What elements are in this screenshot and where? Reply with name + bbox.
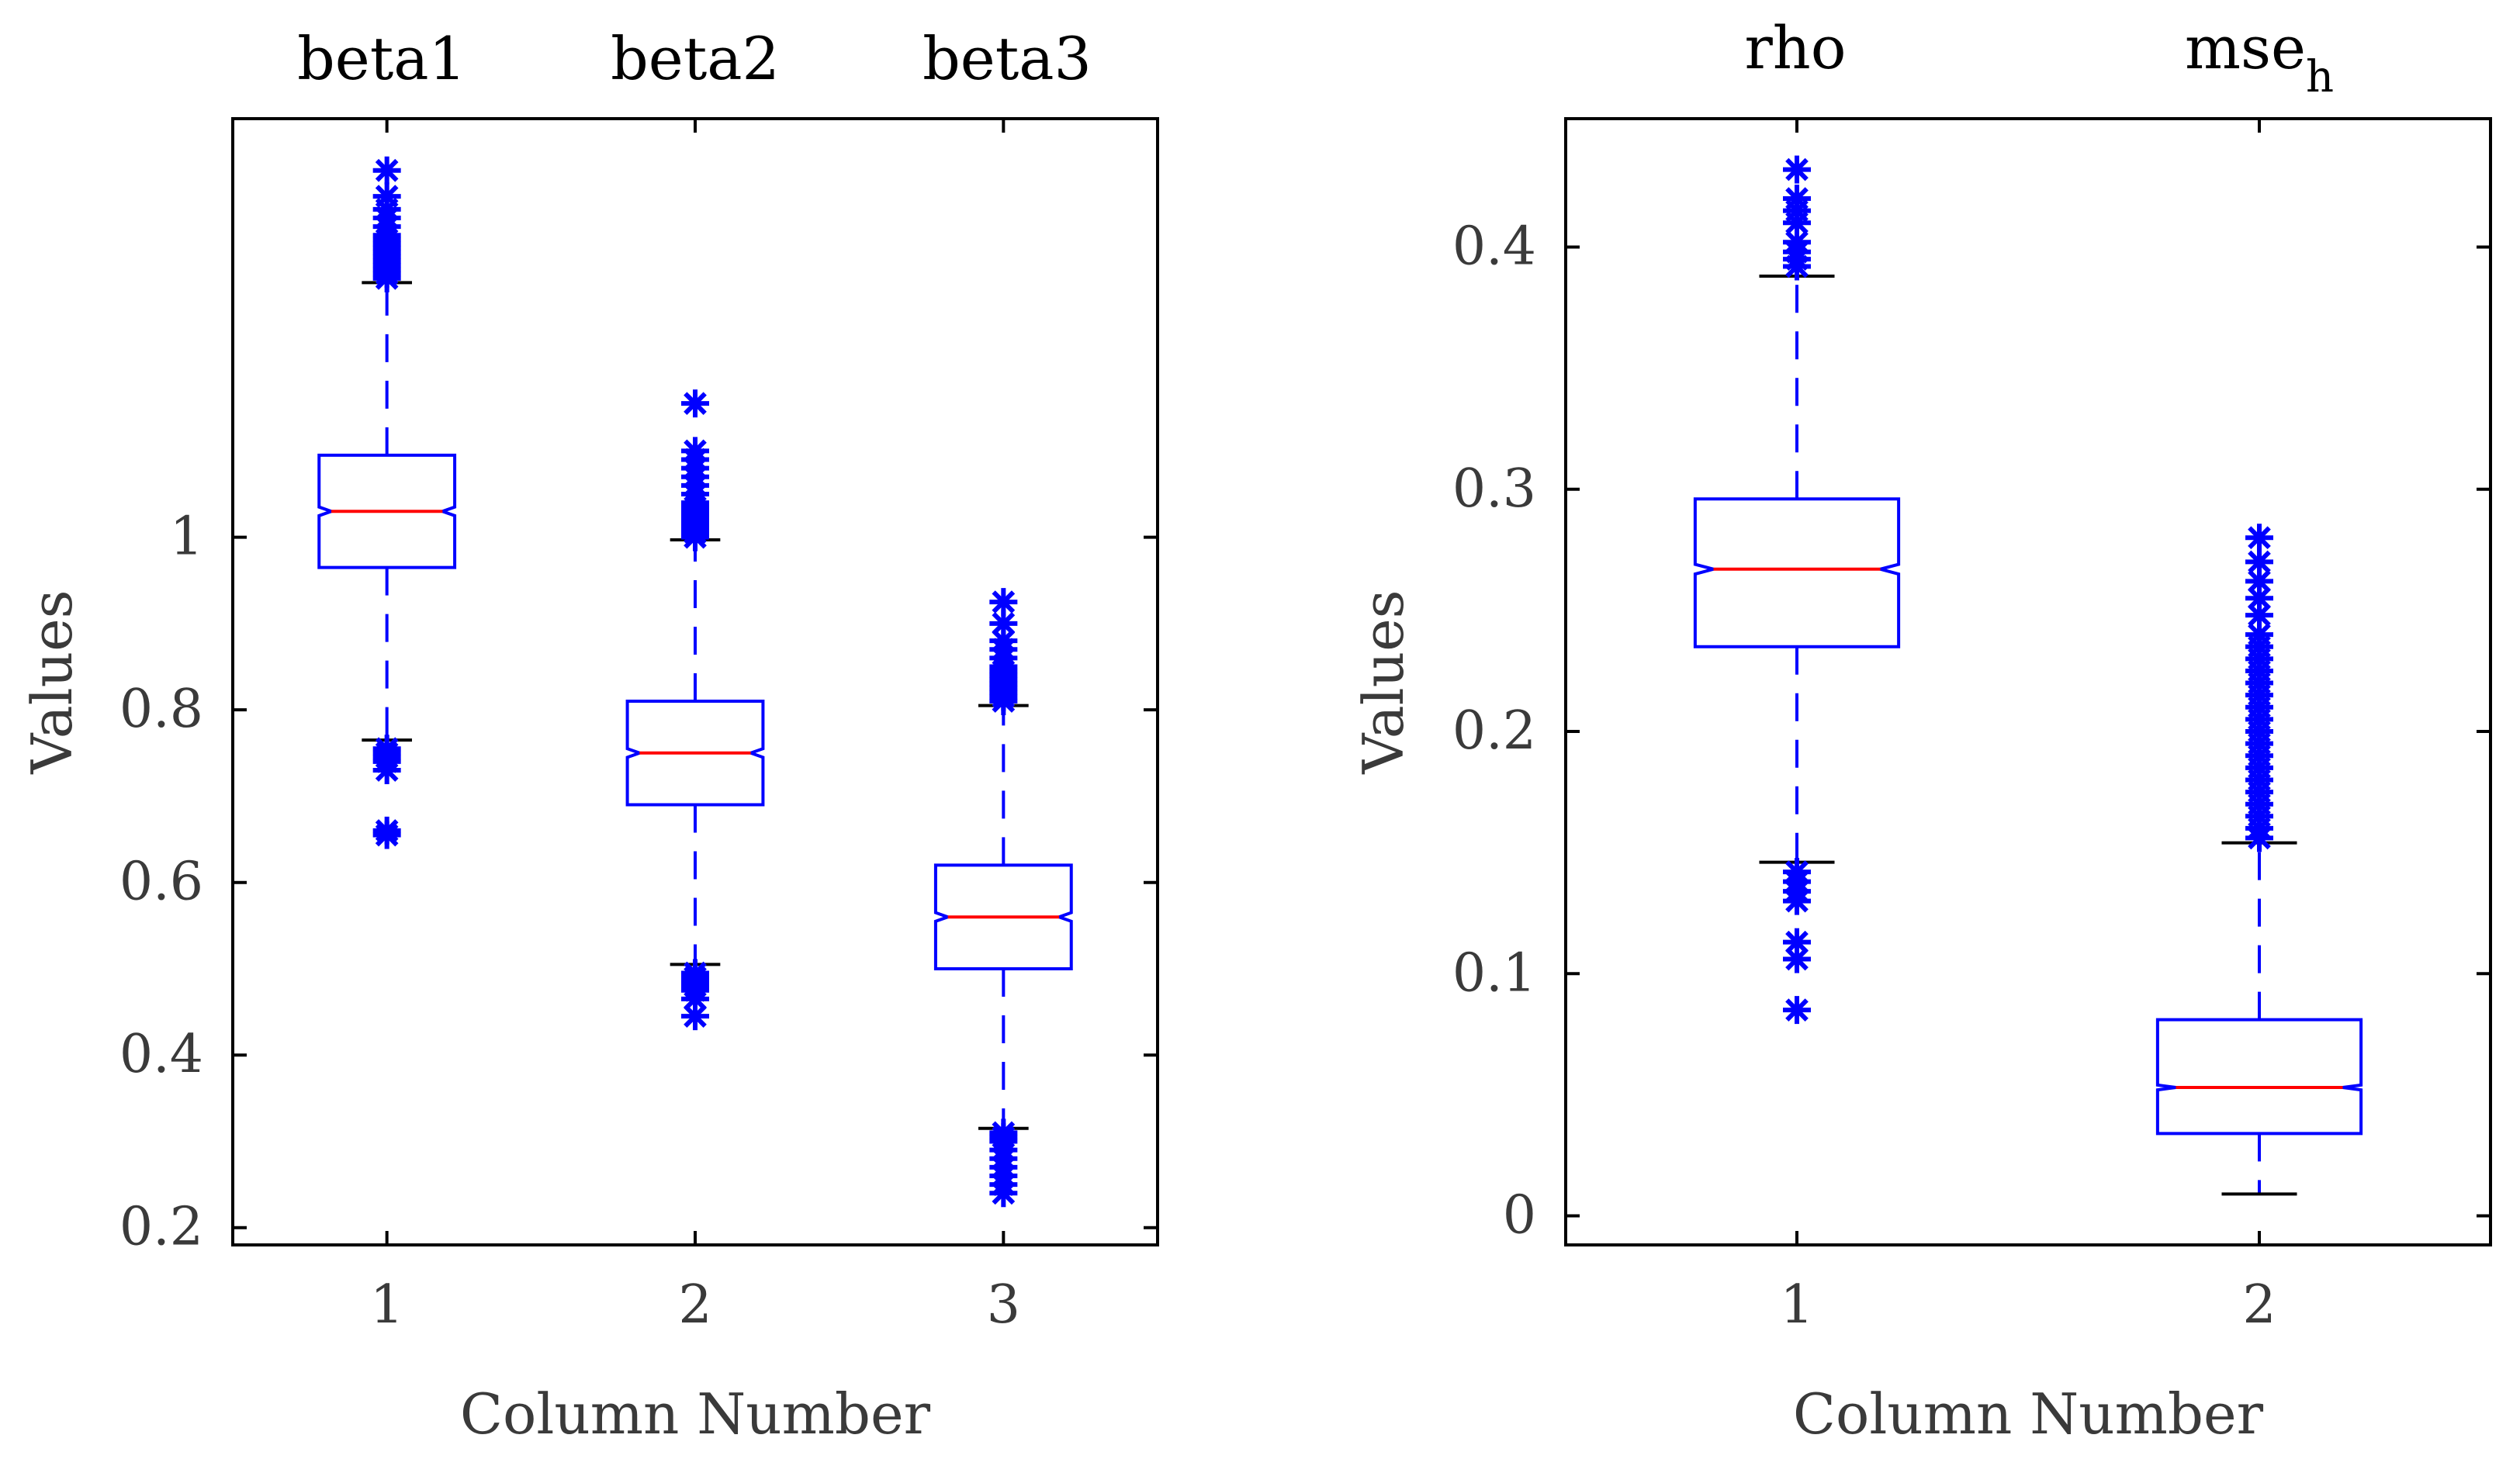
- outlier-marker: [372, 821, 401, 849]
- right-axes-frame: [1564, 117, 2492, 1246]
- right-col-title-mseh-main: mse: [2185, 13, 2306, 82]
- outlier-marker: [1783, 996, 1811, 1025]
- outlier-marker: [1783, 155, 1811, 184]
- box-body: [2155, 1018, 2363, 1136]
- outlier-marker: [372, 756, 401, 785]
- box-body: [625, 700, 765, 807]
- outlier-marker: [1783, 228, 1811, 257]
- x-tick-label: 2: [2242, 1274, 2276, 1336]
- outlier-marker: [2245, 548, 2273, 576]
- box-body: [933, 863, 1073, 970]
- outlier-marker: [1783, 887, 1811, 915]
- x-tick-label: 3: [987, 1274, 1020, 1336]
- y-tick-label: 0.3: [1452, 458, 1536, 520]
- y-tick-label: 0.1: [1452, 942, 1536, 1004]
- y-tick-label: 0.2: [119, 1197, 203, 1258]
- box-beta1: [317, 156, 457, 849]
- right-boxes: [1693, 155, 2363, 1196]
- outlier-marker: [681, 389, 709, 418]
- outlier-marker: [989, 1179, 1018, 1208]
- right-x-axis-title: Column Number: [1793, 1381, 2264, 1447]
- outlier-marker: [2245, 524, 2273, 552]
- y-tick-label: 0.2: [1452, 700, 1536, 762]
- outlier-marker: [681, 1002, 709, 1031]
- x-tick-label: 1: [370, 1274, 403, 1336]
- left-col-title-beta2: beta2: [611, 24, 780, 93]
- y-tick-label: 0: [1503, 1185, 1536, 1246]
- y-tick-label: 1: [170, 507, 203, 568]
- x-tick-label: 2: [678, 1274, 711, 1336]
- outlier-marker: [681, 437, 709, 465]
- outlier-marker: [372, 182, 401, 211]
- y-tick-label: 0.4: [1452, 216, 1536, 277]
- outlier-marker: [2245, 621, 2273, 649]
- left-ticks: 0.2 0.4 0.6 0.8 1 1 2 3: [119, 119, 1158, 1336]
- box-mse: [2155, 524, 2363, 1196]
- left-boxplot-panel: Column Number Values beta1 beta2 beta3 0…: [19, 24, 1159, 1447]
- box-body: [1693, 497, 1901, 648]
- box-beta3: [933, 588, 1073, 1208]
- left-boxes: [317, 156, 1073, 1208]
- y-tick-label: 0.6: [119, 852, 203, 913]
- box-body: [317, 453, 457, 569]
- outlier-marker: [989, 588, 1018, 617]
- box-rho: [1693, 155, 1901, 1025]
- y-tick-label: 0.4: [119, 1024, 203, 1085]
- right-boxplot-panel: Column Number Values rho mseh 0 0.1 0.2 0.3…: [1351, 13, 2492, 1447]
- right-col-title-rho: rho: [1744, 13, 1846, 82]
- y-tick-label: 0.8: [119, 679, 203, 740]
- outlier-marker: [372, 156, 401, 185]
- box-beta2: [625, 389, 765, 1031]
- x-tick-label: 1: [1780, 1274, 1813, 1336]
- left-col-title-beta3: beta3: [922, 24, 1092, 93]
- right-y-axis-title: Values: [1351, 589, 1416, 774]
- left-col-title-beta1: beta1: [297, 24, 466, 93]
- right-col-title-mseh-sub: h: [2306, 52, 2334, 102]
- right-ticks: 0 0.1 0.2 0.3 0.4 1 2: [1452, 119, 2491, 1336]
- left-x-axis-title: Column Number: [460, 1381, 931, 1447]
- outlier-marker: [1783, 945, 1811, 973]
- outlier-marker: [1783, 185, 1811, 213]
- right-col-title-mseh: mseh: [2185, 13, 2334, 102]
- left-y-axis-title: Values: [19, 589, 85, 774]
